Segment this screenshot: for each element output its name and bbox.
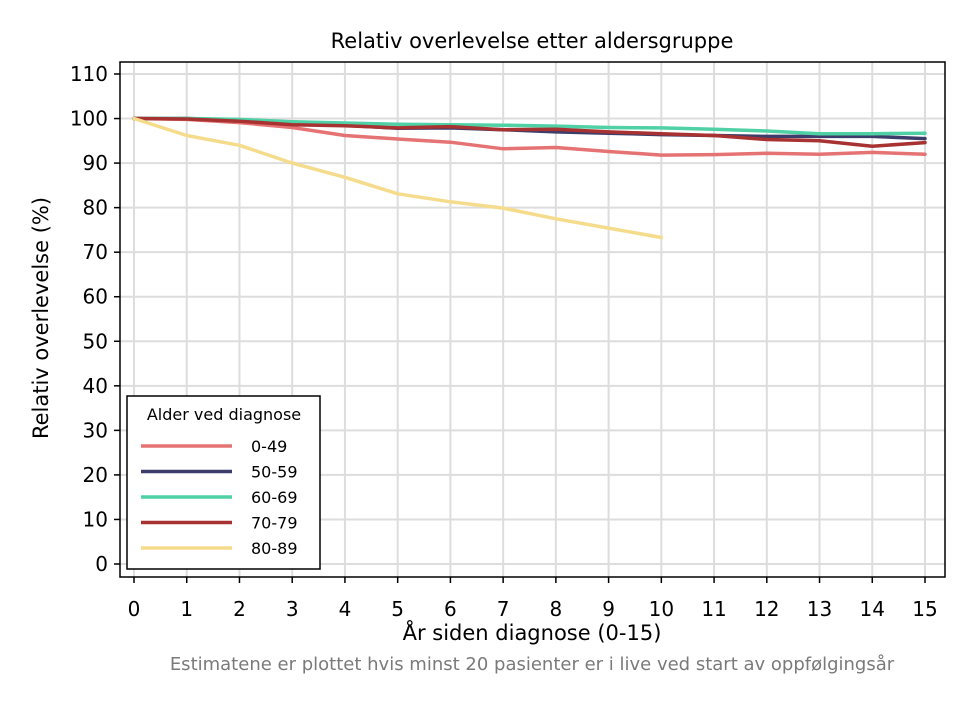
y-tick-label: 80 [83,196,108,220]
x-axis-label: År siden diagnose (0-15) [403,619,662,645]
y-tick-label: 0 [95,552,108,576]
series-line-0-49 [132,116,927,157]
series-line-80-89 [132,116,664,240]
x-tick-label: 6 [444,597,457,621]
y-tick-label: 50 [83,329,108,353]
legend-label: 50-59 [251,463,298,482]
y-axis-label: Relativ overlevelse (%) [29,197,53,439]
y-tick-label: 100 [70,107,108,131]
legend-box [126,395,321,570]
y-tick-label: 70 [83,240,108,264]
y-tick-label: 10 [83,507,108,531]
chart-title: Relativ overlevelse etter aldersgruppe [331,29,734,53]
x-tick-label: 1 [180,597,193,621]
y-tick-label: 110 [70,62,108,86]
y-tick-label: 60 [83,285,108,309]
footnote: Estimatene er plottet hvis minst 20 pasi… [170,654,895,675]
legend-label: 0-49 [251,437,287,456]
y-tick-label: 90 [83,151,108,175]
series-line-60-69 [132,116,927,136]
series-line-70-79 [132,116,927,148]
x-tick-label: 13 [807,597,832,621]
x-tick-label: 9 [602,597,615,621]
plot-frame [119,61,946,578]
x-tick-label: 12 [754,597,779,621]
y-tick-label: 30 [83,418,108,442]
y-tick-label: 20 [83,463,108,487]
x-tick-label: 15 [912,597,937,621]
y-tick-label: 40 [83,374,108,398]
x-tick-label: 8 [549,597,562,621]
legend-title: Alder ved diagnose [147,405,301,424]
x-tick-label: 4 [339,597,352,621]
x-tick-label: 3 [286,597,299,621]
x-tick-label: 10 [649,597,674,621]
x-tick-label: 11 [701,597,726,621]
x-tick-label: 14 [860,597,885,621]
legend-label: 70-79 [251,514,298,533]
x-tick-label: 5 [391,597,404,621]
legend-label: 80-89 [251,539,298,558]
x-tick-label: 0 [128,597,141,621]
legend: Alder ved diagnose 0-49 50-59 60-69 70-79 80… [126,395,321,570]
legend-label: 60-69 [251,488,298,507]
x-tick-label: 7 [497,597,510,621]
x-tick-label: 2 [233,597,246,621]
